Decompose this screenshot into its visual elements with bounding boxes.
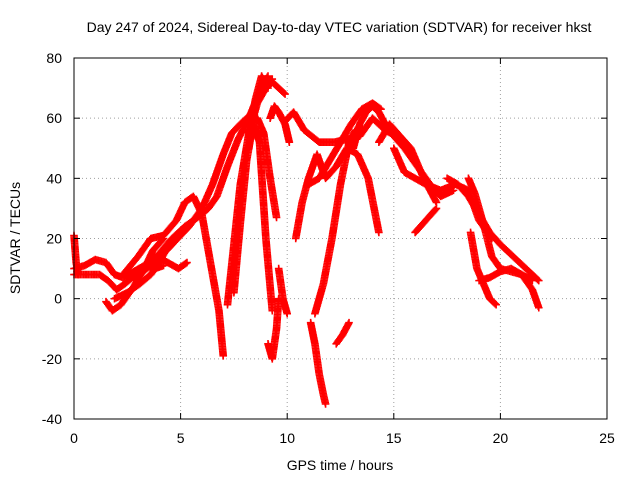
- axis-ticks: [73, 57, 608, 420]
- data-point: [280, 89, 288, 97]
- series-arc-18: [306, 318, 330, 408]
- data-point: [528, 276, 537, 285]
- data-point: [492, 300, 500, 309]
- data-point: [432, 198, 441, 207]
- data-point: [272, 213, 281, 222]
- series-arc-25: [443, 174, 543, 285]
- data-point: [283, 309, 291, 318]
- series-arc-22: [375, 120, 441, 207]
- data-point: [183, 258, 191, 267]
- data-point: [534, 303, 543, 312]
- x-axis-label: GPS time / hours: [287, 457, 394, 473]
- series-arc-19: [311, 126, 360, 318]
- series-arc-10: [245, 72, 272, 153]
- y-tick-label: 0: [54, 291, 62, 307]
- x-tick-label: 15: [386, 430, 402, 446]
- x-tick-label: 25: [599, 430, 615, 446]
- series-arc-20: [332, 318, 353, 348]
- series-arc-14: [274, 264, 291, 318]
- data-point: [345, 318, 353, 327]
- x-axis-tick-labels: 0 5 10 15 20 25: [70, 430, 615, 446]
- data-point: [264, 72, 272, 80]
- data-point: [281, 90, 289, 98]
- series-arc-12: [266, 102, 294, 147]
- y-tick-label: -20: [42, 351, 62, 367]
- x-tick-label: 10: [279, 430, 295, 446]
- data-point: [432, 204, 441, 213]
- y-tick-label: -40: [42, 411, 62, 427]
- y-tick-label: 40: [46, 170, 62, 186]
- data-point: [533, 275, 542, 284]
- data-point: [534, 276, 543, 285]
- y-tick-label: 80: [46, 50, 62, 66]
- series-arc-24: [411, 204, 441, 237]
- series-arc-11: [253, 114, 281, 222]
- x-tick-label: 5: [177, 430, 185, 446]
- x-tick-label: 0: [70, 430, 78, 446]
- series-arc-23: [390, 144, 496, 243]
- series-arc-17: [304, 99, 385, 189]
- series-arc-29: [70, 231, 83, 279]
- series-arc-28: [475, 264, 543, 312]
- data-point: [285, 138, 294, 147]
- data-point: [321, 400, 330, 408]
- y-axis-label: SDTVAR / TECUs: [7, 182, 23, 294]
- data-point: [431, 205, 440, 214]
- data-point: [74, 270, 83, 279]
- y-axis-tick-labels: -40 -20 0 20 40 60 80: [42, 50, 62, 427]
- y-tick-label: 60: [46, 110, 62, 126]
- data-point: [219, 352, 228, 360]
- x-tick-label: 20: [493, 430, 509, 446]
- data-marks: [70, 72, 543, 408]
- data-point: [491, 299, 499, 308]
- chart-title: Day 247 of 2024, Sidereal Day-to-day VTE…: [87, 19, 592, 35]
- data-point: [264, 84, 272, 92]
- data-point: [375, 228, 383, 237]
- y-tick-label: 20: [46, 231, 62, 247]
- series-arc-27: [466, 228, 500, 309]
